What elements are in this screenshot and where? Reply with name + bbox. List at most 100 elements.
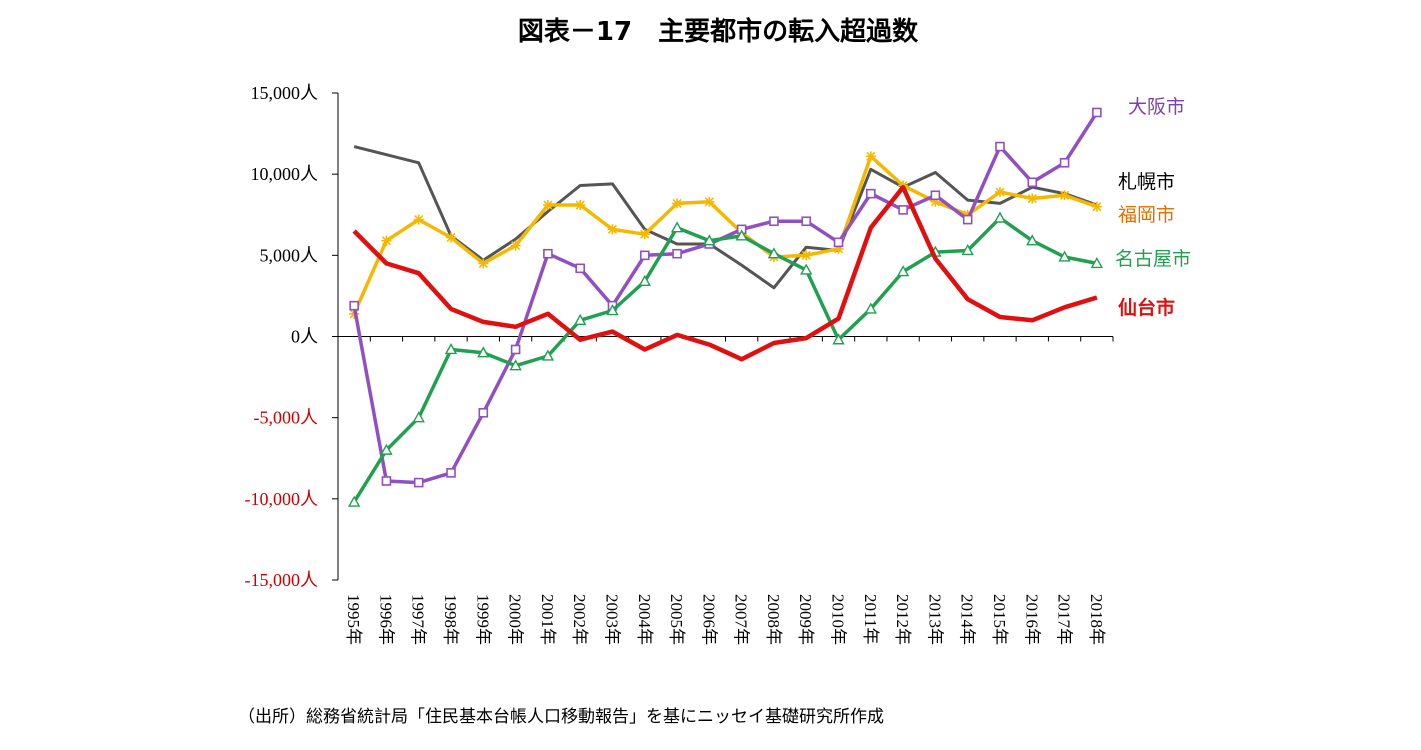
y-axis-ticks: 15,000人 10,000人 5,000人 0人 -5,000人 -10,000人 -15… [245, 83, 338, 590]
y-tick-label: -15,000人 [245, 570, 319, 590]
data-point [703, 234, 716, 246]
y-tick-label: -5,000人 [254, 408, 319, 428]
x-tick-label: 2006年 [699, 594, 718, 645]
data-point [607, 224, 618, 235]
data-point [1090, 257, 1104, 269]
data-point [767, 247, 781, 259]
series-line-4 [352, 184, 1098, 362]
x-tick-label: 2014年 [958, 594, 977, 645]
series-line-2 [352, 111, 1099, 485]
data-point [1027, 177, 1038, 188]
x-tick-label: 2005年 [667, 594, 686, 645]
data-point [801, 250, 812, 261]
data-point [995, 141, 1005, 152]
data-point [638, 274, 651, 287]
series-label: 札幌市 [1118, 171, 1175, 193]
data-point [543, 248, 553, 259]
data-point [347, 495, 361, 507]
data-point [349, 300, 359, 311]
x-tick-label: 1998年 [441, 594, 460, 645]
x-tick-label: 2002年 [570, 594, 589, 645]
data-point [833, 237, 844, 248]
data-point [898, 205, 908, 215]
data-point [866, 188, 876, 199]
data-point [672, 198, 683, 209]
data-point [832, 333, 845, 345]
x-tick-label: 1997年 [409, 594, 428, 645]
x-tick-label: 1995年 [344, 594, 363, 645]
data-point [1092, 107, 1102, 118]
data-point [1058, 250, 1071, 262]
series-label: 福岡市 [1118, 204, 1175, 226]
data-point [412, 411, 425, 423]
x-tick-label: 1996年 [376, 594, 395, 645]
data-point [444, 343, 458, 355]
data-point [1027, 193, 1038, 204]
x-tick-label: 2001年 [538, 594, 557, 645]
x-tick-label: 2000年 [506, 594, 525, 645]
x-tick-label: 2012年 [893, 594, 912, 645]
data-point [541, 349, 555, 361]
data-point [704, 196, 715, 207]
data-point [573, 313, 587, 325]
x-tick-label: 2011年 [861, 594, 880, 644]
x-tick-label: 2008年 [764, 594, 783, 645]
data-point [672, 248, 682, 259]
data-point [639, 250, 650, 261]
data-point [446, 468, 456, 478]
series-line-0 [353, 145, 1098, 290]
data-point [575, 200, 586, 211]
data-point [381, 235, 392, 246]
data-point [993, 211, 1007, 223]
x-tick-label: 2016年 [1022, 594, 1041, 645]
data-point [477, 346, 490, 358]
data-point [413, 477, 424, 488]
data-point [509, 359, 522, 371]
x-tick-label: 2010年 [829, 594, 848, 645]
data-point [800, 263, 813, 275]
x-tick-label: 2003年 [602, 594, 621, 645]
series-label: 名古屋市 [1115, 248, 1191, 270]
series-group [347, 107, 1104, 507]
x-tick-label: 2004年 [635, 594, 654, 645]
data-point [606, 304, 619, 316]
source-note: （出所）総務省統計局「住民基本台帳人口移動報告」を基にニッセイ基礎研究所作成 [238, 707, 884, 727]
y-tick-label: -10,000人 [245, 489, 319, 509]
data-point [575, 263, 585, 274]
data-point [769, 216, 779, 227]
x-tick-label: 1999年 [473, 594, 492, 645]
y-tick-label: 15,000人 [251, 83, 319, 103]
data-point [478, 258, 489, 269]
x-tick-label: 2009年 [796, 594, 815, 645]
x-tick-label: 2018年 [1087, 594, 1106, 645]
data-point [1059, 158, 1070, 168]
x-tick-label: 2007年 [732, 594, 751, 645]
data-point [542, 200, 553, 211]
x-tick-label: 2013年 [925, 594, 944, 645]
x-axis-ticks: 1995年 1996年 1997年 1998年 1999年 2000年 2001年 2002年… [337, 336, 1114, 645]
data-point [1091, 201, 1102, 212]
data-point [446, 232, 457, 243]
data-point [930, 190, 941, 201]
data-point [735, 229, 748, 241]
data-point [961, 244, 974, 256]
y-tick-label: 0人 [291, 327, 318, 347]
series-label: 仙台市 [1118, 296, 1175, 319]
data-point [413, 214, 424, 225]
data-point [510, 240, 521, 251]
data-point [510, 344, 521, 355]
data-point [962, 214, 973, 225]
x-tick-label: 2015年 [990, 594, 1009, 645]
y-tick-label: 10,000人 [251, 164, 319, 184]
data-point [994, 187, 1005, 198]
chart-title: 図表－17 主要都市の転入超過数 [518, 16, 919, 47]
data-point [865, 151, 876, 162]
data-point [639, 229, 650, 240]
data-point [864, 302, 878, 314]
x-tick-label: 2017年 [1055, 594, 1074, 645]
data-point [1026, 234, 1039, 246]
series-label: 大阪市 [1128, 96, 1185, 118]
series-line-3 [352, 216, 1098, 504]
